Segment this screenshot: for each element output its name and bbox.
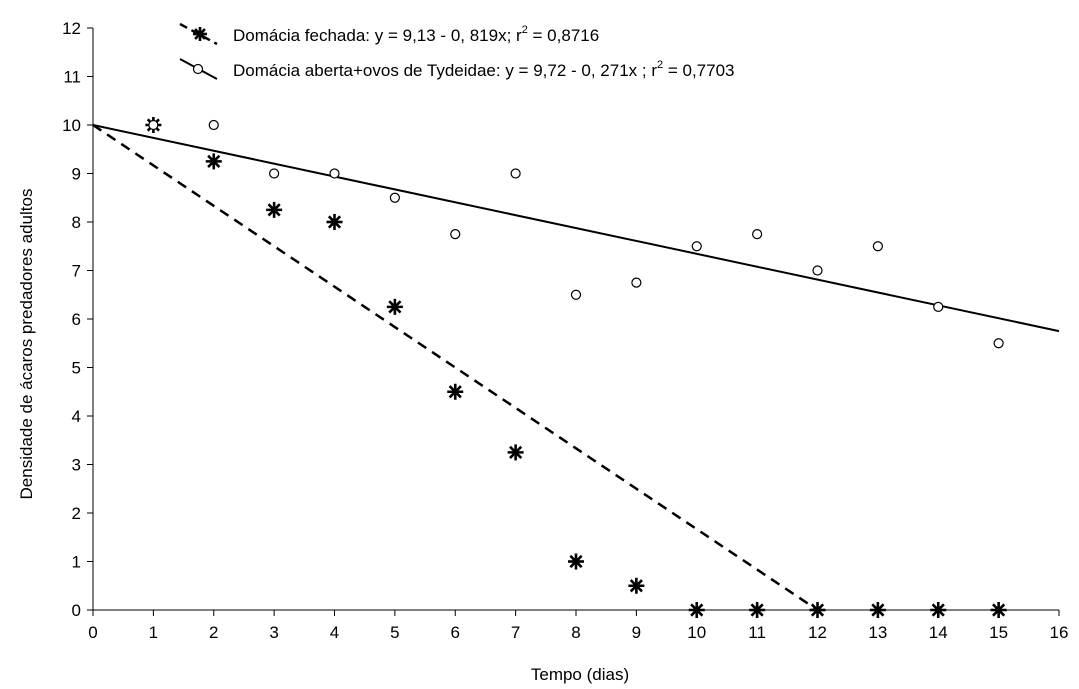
data-point-series-1 (205, 153, 222, 170)
data-points (145, 117, 1007, 618)
data-point-series-1 (266, 201, 283, 218)
legend-text-prefix: Domácia aberta+ovos de Tydeidae: y = 9,7… (233, 61, 657, 80)
data-point-series-1 (386, 298, 403, 315)
x-tick-label: 4 (330, 623, 339, 642)
x-tick-label: 14 (929, 623, 948, 642)
y-axis-title: Densidade de ácaros predadores adultos (17, 189, 36, 500)
legend-line-series-1 (179, 22, 218, 46)
x-tick-label: 5 (390, 623, 399, 642)
x-tick-label: 7 (511, 623, 520, 642)
data-point-series-1 (568, 553, 584, 570)
x-tick-label: 12 (808, 623, 827, 642)
fit-line-series-1 (92, 123, 819, 612)
x-tick-label: 11 (748, 623, 766, 642)
x-tick-label: 13 (868, 623, 887, 642)
x-tick-label: 8 (571, 623, 580, 642)
y-tick-label: 9 (72, 165, 81, 184)
y-tick-label: 3 (72, 456, 81, 475)
y-tick-label: 10 (62, 116, 81, 135)
data-point-series-1 (749, 602, 766, 618)
legend-text-superscript: 2 (522, 24, 528, 36)
data-point-series-2 (208, 119, 219, 131)
y-tick-label: 12 (62, 19, 81, 38)
y-tick-label: 1 (72, 553, 81, 572)
data-point-series-1 (990, 602, 1007, 618)
data-point-series-1 (930, 602, 947, 618)
data-point-series-1 (507, 444, 524, 461)
x-tick-label: 6 (451, 623, 460, 642)
legend-marker-series-2 (192, 63, 204, 75)
data-point-series-2 (812, 265, 823, 276)
fit-line-series-2 (92, 124, 1060, 333)
data-point-series-1 (628, 577, 645, 594)
y-tick-label: 6 (72, 310, 81, 329)
legend-marker-series-1 (193, 27, 207, 41)
data-point-series-2 (510, 168, 521, 179)
x-tick-label: 0 (88, 623, 97, 642)
data-point-series-1 (447, 383, 464, 400)
legend: Domácia fechada: y = 9,13 - 0, 819x; r2 … (179, 22, 735, 80)
legend-text-suffix: = 0,7703 (663, 61, 734, 80)
x-tick-label: 3 (269, 623, 278, 642)
data-point-series-2 (691, 241, 702, 252)
data-point-series-2 (993, 338, 1004, 349)
data-point-series-1 (809, 602, 826, 618)
data-point-series-1 (688, 602, 705, 618)
legend-label-series-2: Domácia aberta+ovos de Tydeidae: y = 9,7… (233, 59, 735, 80)
y-tick-label: 7 (72, 262, 81, 281)
x-axis-title: Tempo (dias) (531, 665, 629, 684)
data-point-series-2 (329, 168, 340, 179)
data-point-series-2 (631, 277, 642, 288)
data-point-series-2 (269, 168, 280, 179)
data-point-series-2 (872, 241, 883, 252)
data-point-series-2 (933, 301, 944, 312)
y-tick-label: 0 (72, 601, 81, 620)
x-tick-label: 15 (989, 623, 1008, 642)
fit-lines (92, 123, 1060, 612)
x-tick-label: 2 (209, 623, 218, 642)
data-point-series-2 (450, 229, 461, 240)
data-point-series-1 (869, 602, 886, 618)
data-point-series-2 (752, 229, 763, 240)
x-tick-label: 1 (149, 623, 158, 642)
legend-label-series-1: Domácia fechada: y = 9,13 - 0, 819x; r2 … (233, 24, 599, 45)
x-tick-label: 16 (1050, 623, 1069, 642)
y-tick-label: 8 (72, 213, 81, 232)
y-tick-label: 11 (63, 68, 81, 87)
data-point-series-2 (570, 289, 582, 300)
x-tick-label: 10 (687, 623, 706, 642)
data-point-series-2 (148, 119, 159, 131)
legend-text-prefix: Domácia fechada: y = 9,13 - 0, 819x; r (233, 26, 522, 45)
y-tick-label: 4 (72, 407, 81, 426)
data-point-series-1 (326, 214, 343, 230)
legend-text-superscript: 2 (657, 59, 663, 71)
x-tick-label: 9 (632, 623, 641, 642)
y-tick-label: 2 (72, 504, 81, 523)
y-tick-label: 5 (72, 359, 81, 378)
data-point-series-2 (389, 192, 400, 203)
legend-text-suffix: = 0,8716 (528, 26, 599, 45)
